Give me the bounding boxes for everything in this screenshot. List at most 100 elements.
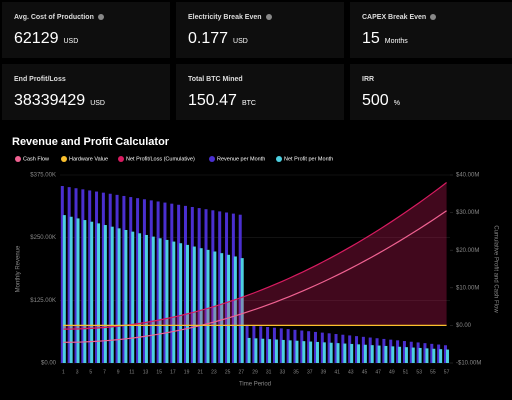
bar <box>218 211 222 363</box>
bar <box>295 340 299 363</box>
bar <box>302 341 306 363</box>
chart-title: Revenue and Profit Calculator <box>12 136 170 148</box>
y-tick-label: $375.00K <box>30 173 56 179</box>
y2-tick-label: $20.00M <box>456 248 479 254</box>
label-text: Electricity Break Even <box>188 14 262 21</box>
y2-tick-label: $40.00M <box>456 173 479 179</box>
bar <box>259 326 263 363</box>
bar <box>279 328 283 363</box>
bar <box>350 343 354 363</box>
value-text: 150.47 <box>188 92 237 109</box>
bar <box>377 345 381 363</box>
bar <box>411 347 415 363</box>
bar <box>416 342 420 363</box>
x-tick-label: 41 <box>334 369 340 375</box>
x-tick-label: 1 <box>62 369 65 375</box>
bar <box>179 243 183 363</box>
y-axis-title: Monthly Revenue <box>16 245 22 292</box>
bar <box>439 349 443 363</box>
bar <box>432 348 436 363</box>
bar <box>103 225 107 363</box>
bar <box>261 338 265 363</box>
bar <box>370 345 374 363</box>
x-tick-label: 3 <box>76 369 79 375</box>
y2-tick-label: $30.00M <box>456 210 479 216</box>
y-tick-label: $250.00K <box>30 235 56 241</box>
bar <box>252 325 256 363</box>
bar <box>163 202 167 363</box>
x-tick-label: 35 <box>293 369 299 375</box>
y2-tick-label: -$10.00M <box>456 361 481 367</box>
legend-label: Cash Flow <box>23 156 49 162</box>
bar <box>329 342 333 363</box>
bar <box>124 229 128 363</box>
stat-label: Total BTC Mined <box>188 76 243 83</box>
bar <box>129 197 133 363</box>
legend-label: Net Profit per Month <box>284 156 333 162</box>
x-tick-label: 23 <box>211 369 217 375</box>
x-tick-label: 9 <box>117 369 120 375</box>
label-text: Avg. Cost of Production <box>14 14 94 21</box>
bar <box>74 188 78 363</box>
x-tick-label: 21 <box>197 369 203 375</box>
value-text: 15 <box>362 30 380 47</box>
bar <box>322 342 326 363</box>
value-text: 62129 <box>14 30 59 47</box>
bar <box>204 209 208 363</box>
x-tick-label: 7 <box>103 369 106 375</box>
x-tick-label: 5 <box>89 369 92 375</box>
bar <box>60 186 64 363</box>
bar <box>418 347 422 363</box>
bar <box>368 337 372 363</box>
x-axis-title: Time Period <box>239 382 271 388</box>
bar <box>341 334 345 363</box>
stat-card: End Profit/Loss 38339429 USD <box>2 64 170 120</box>
unit-text: BTC <box>241 100 256 107</box>
bar <box>286 329 290 363</box>
info-icon <box>265 14 272 21</box>
x-tick-label: 47 <box>375 369 381 375</box>
legend-swatch <box>15 156 21 162</box>
bar <box>281 339 285 363</box>
bar <box>81 189 85 363</box>
bar <box>425 348 429 363</box>
bar <box>309 341 313 363</box>
x-tick-label: 51 <box>403 369 409 375</box>
y2-axis-title: Cumulative Profit and Cash Flow <box>492 225 498 313</box>
bar <box>430 343 434 363</box>
bar <box>90 221 94 363</box>
bar <box>274 339 278 363</box>
x-tick-label: 11 <box>129 369 134 375</box>
x-tick-label: 15 <box>156 369 162 375</box>
bar <box>445 349 449 363</box>
bar <box>240 258 244 363</box>
legend-swatch <box>209 156 215 162</box>
bar <box>247 337 251 363</box>
bar <box>220 253 224 363</box>
bar <box>142 199 146 363</box>
bar <box>138 233 142 363</box>
bar <box>423 343 427 363</box>
bar <box>293 329 297 363</box>
bar <box>69 216 73 363</box>
bar <box>320 332 324 363</box>
value-text: 500 <box>362 92 389 109</box>
bar <box>348 335 352 363</box>
x-tick-label: 13 <box>143 369 149 375</box>
stat-label: End Profit/Loss <box>14 76 66 83</box>
stat-value: 0.177 USD <box>188 30 248 48</box>
bar <box>131 231 135 363</box>
stat-card: Total BTC Mined 150.47 BTC <box>176 64 344 120</box>
bar <box>62 215 66 363</box>
bar <box>307 331 311 363</box>
x-tick-label: 19 <box>184 369 190 375</box>
bar <box>83 220 87 363</box>
bar <box>144 234 148 363</box>
bar <box>268 339 272 363</box>
stat-label: Electricity Break Even <box>188 14 272 21</box>
value-text: 38339429 <box>14 92 86 109</box>
legend-swatch <box>61 156 67 162</box>
bar <box>254 338 258 363</box>
unit-text: % <box>393 100 400 107</box>
bar <box>211 210 215 363</box>
